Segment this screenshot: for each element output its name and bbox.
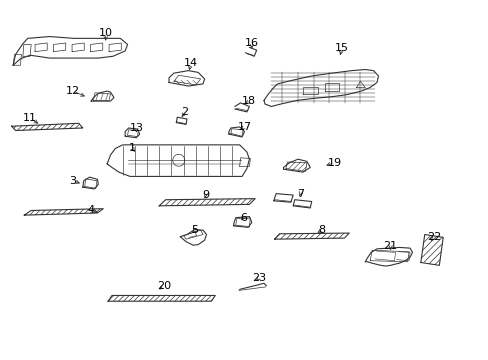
- Text: 7: 7: [296, 189, 304, 199]
- Text: 15: 15: [334, 43, 348, 53]
- Text: 21: 21: [383, 241, 397, 251]
- Text: 11: 11: [23, 113, 37, 123]
- Text: 3: 3: [69, 176, 77, 186]
- Text: 10: 10: [99, 28, 112, 38]
- Text: 5: 5: [191, 225, 198, 235]
- Text: 19: 19: [327, 158, 341, 168]
- Text: 12: 12: [66, 86, 80, 96]
- Text: 9: 9: [202, 190, 209, 200]
- Text: 23: 23: [251, 273, 265, 283]
- Text: 2: 2: [181, 107, 188, 117]
- Text: 18: 18: [242, 96, 256, 106]
- Text: 1: 1: [129, 143, 136, 153]
- Text: 14: 14: [183, 58, 198, 68]
- Text: 17: 17: [237, 122, 251, 132]
- Text: 8: 8: [317, 225, 325, 235]
- Text: 6: 6: [240, 213, 246, 222]
- Text: 16: 16: [244, 38, 258, 48]
- Text: 13: 13: [129, 123, 143, 133]
- Text: 22: 22: [427, 232, 441, 242]
- Text: 20: 20: [157, 281, 171, 291]
- Text: 4: 4: [87, 206, 95, 216]
